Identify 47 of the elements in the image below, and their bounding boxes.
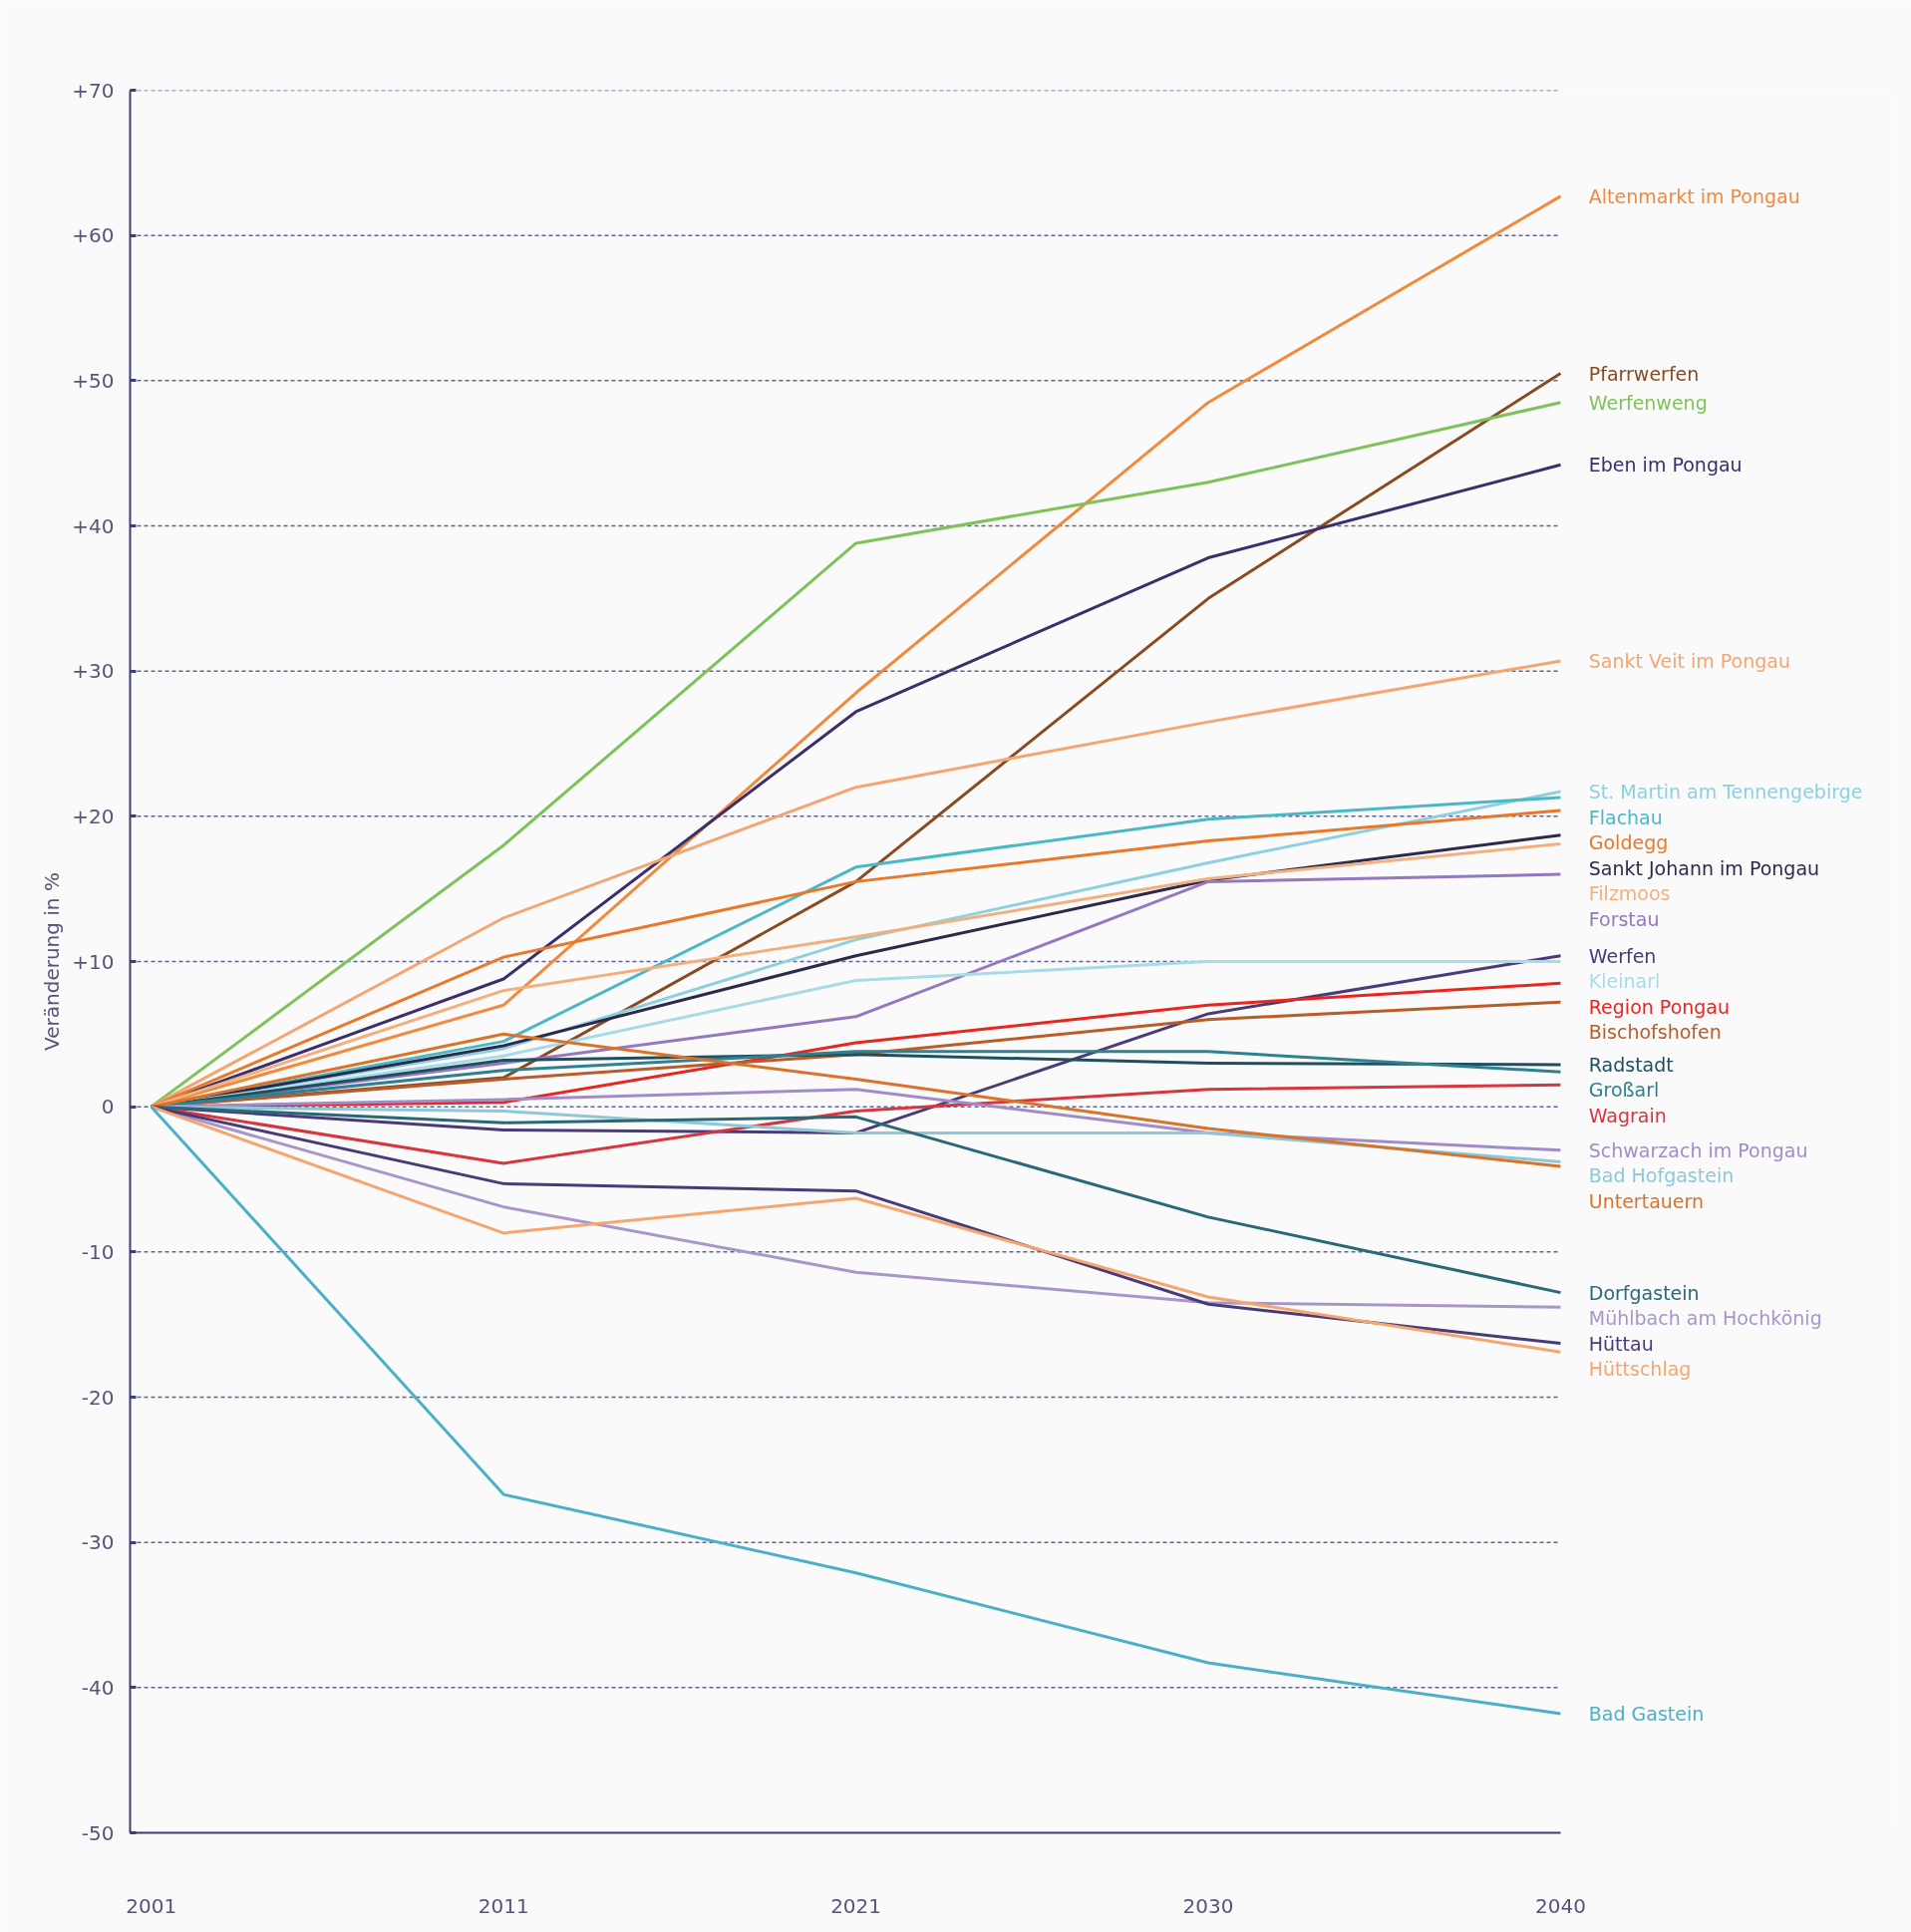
y-tick-label: -10 [81,1239,115,1264]
series-label: Bad Gastein [1588,1703,1705,1726]
series-label: Goldegg [1588,831,1669,854]
y-tick-label: +60 [72,223,115,248]
y-tick-label: -30 [81,1530,115,1555]
series-label: Eben im Pongau [1588,454,1743,477]
x-tick-label: 2040 [1535,1893,1586,1918]
y-tick-label: +30 [72,659,115,684]
series-label: Schwarzach im Pongau [1588,1138,1808,1161]
y-tick-label: -20 [81,1385,115,1410]
series-label: Altenmarkt im Pongau [1588,184,1800,207]
series-label: Flachau [1588,805,1663,828]
y-tick-label: +20 [72,804,115,828]
y-tick-label: 0 [101,1095,115,1120]
series-label: Pfarrwerfen [1588,362,1700,385]
series-label: Kleinarl [1588,970,1661,993]
text: Filzmoos [1588,882,1671,905]
series-label: St. Martin am Tennengebirge [1588,781,1863,804]
line-series [150,1105,1562,1716]
series-label: Werfen [1588,944,1657,967]
line-series [150,1032,1562,1168]
x-tick-label: 2001 [126,1893,177,1918]
y-tick-label: -40 [81,1675,115,1700]
y-tick-label: -50 [81,1820,115,1845]
x-tick-label: 2030 [1182,1893,1234,1918]
y-tick-label: +40 [72,513,115,538]
series-label: Hüttau [1588,1332,1654,1355]
series-label: Bad Hofgastein [1588,1164,1735,1187]
series-label: Sankt Johann im Pongau [1588,856,1820,879]
series-label: Mühlbach am Hochkönig [1588,1307,1822,1330]
y-tick-label: +10 [72,949,115,974]
text: Forstau [1588,907,1660,930]
series-label: Hüttschlag [1588,1358,1692,1381]
y-tick-label: +70 [72,78,115,103]
series-label: Großarl [1588,1079,1660,1102]
x-tick-label: 2021 [830,1893,882,1918]
x-tick-label: 2011 [478,1893,529,1918]
series-label: Werfenweng [1588,391,1708,414]
series-label: Wagrain [1588,1104,1667,1127]
series-label: Sankt Veit im Pongau [1588,649,1791,672]
series-label: Radstadt [1588,1053,1674,1076]
series-label: Untertauern [1588,1189,1705,1212]
series-label: Bischofshofen [1588,1021,1722,1044]
y-axis-title: Veränderung in % [40,872,65,1051]
series-label: Region Pongau [1588,995,1731,1018]
y-tick-label: +50 [72,368,115,393]
series-label: Dorfgastein [1588,1281,1700,1304]
